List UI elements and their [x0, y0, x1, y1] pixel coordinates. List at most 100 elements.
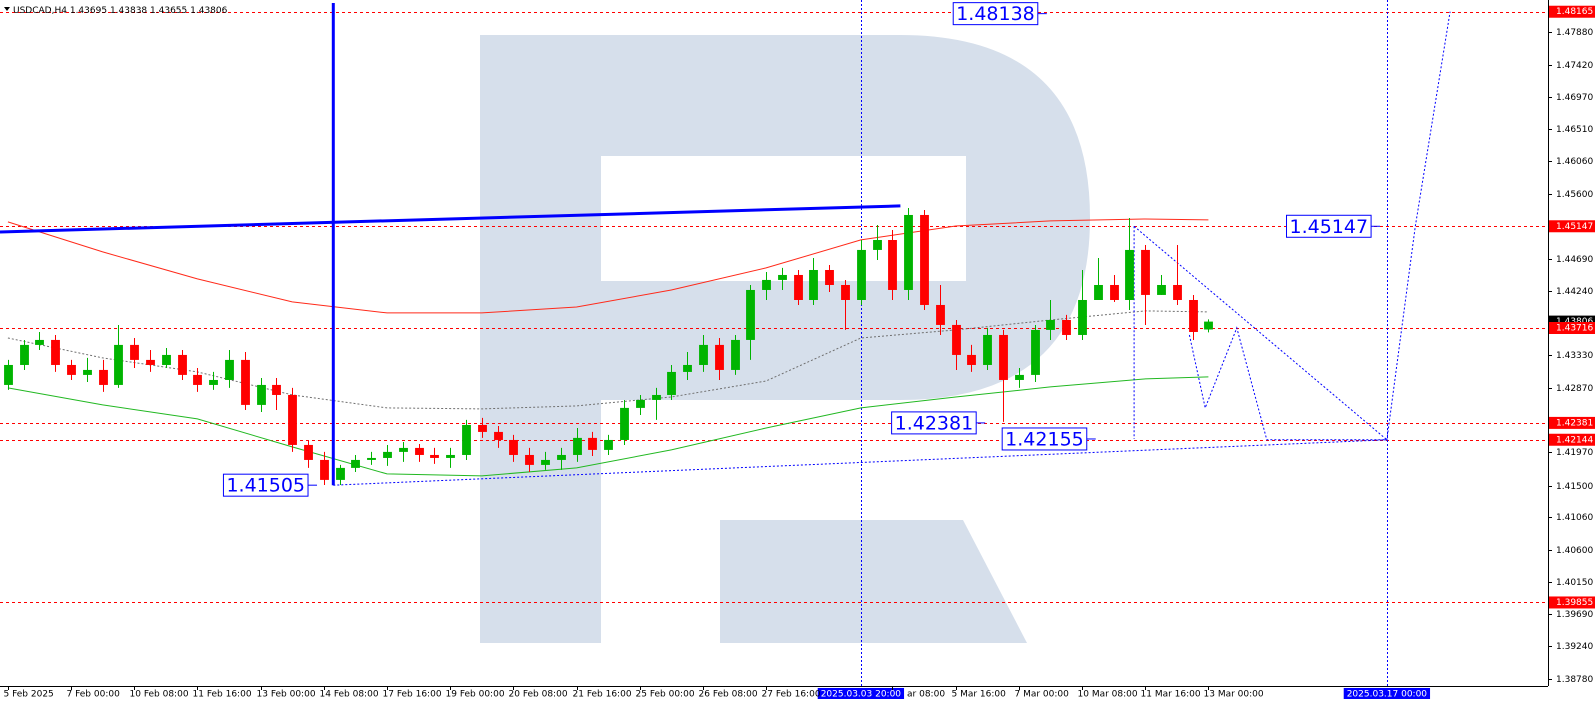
level-label: 1.42144	[1556, 435, 1593, 445]
x-tick-label: 20 Feb 08:00	[509, 690, 568, 700]
candle-body	[794, 274, 803, 300]
candle-body	[1141, 249, 1150, 295]
y-tick-label: 1.41970	[1556, 448, 1593, 458]
x-tick-label: 7 Feb 00:00	[67, 690, 121, 700]
line-dotted	[1133, 225, 1388, 441]
candle-body	[588, 437, 597, 450]
candle-body	[446, 454, 455, 458]
annotation-box	[952, 2, 1039, 26]
candle-body	[541, 459, 550, 465]
candle-body	[1204, 321, 1213, 330]
candle-body	[1046, 319, 1055, 330]
candle-body	[620, 407, 629, 440]
header-text: USDCAD,H4 1.43695 1.43838 1.43655 1.4380…	[13, 6, 228, 16]
x-tick-label: 7 Mar 00:00	[1015, 690, 1070, 700]
candle-body	[604, 439, 613, 450]
line-solid	[7, 376, 1209, 477]
candle-body	[999, 334, 1008, 380]
watermark-stem	[480, 35, 601, 643]
symbol: USDCAD,H4	[13, 6, 67, 16]
candle-body	[494, 431, 503, 440]
candle-body	[383, 451, 392, 458]
line-solid	[7, 218, 1209, 314]
candle-body	[573, 437, 582, 455]
candle-body	[762, 279, 771, 290]
y-tick-label: 1.41060	[1556, 513, 1593, 523]
x-tick-label: 26 Feb 08:00	[699, 690, 758, 700]
line-dotted	[1188, 11, 1451, 441]
level-label: 1.39855	[1556, 598, 1593, 608]
candle-body	[778, 274, 787, 280]
y-tick-label: 1.44690	[1556, 255, 1593, 265]
candle-body	[83, 369, 92, 375]
candle-body	[241, 359, 250, 405]
candle-body	[1110, 284, 1119, 300]
y-tick-label: 1.47880	[1556, 28, 1593, 38]
level-label: 1.43716	[1556, 324, 1593, 334]
candle-body	[430, 454, 439, 458]
y-tick-label: 1.43330	[1556, 351, 1593, 361]
time-box	[817, 688, 905, 699]
level-box	[1549, 322, 1595, 335]
candle-body	[399, 447, 408, 452]
candle-body	[336, 467, 345, 480]
y-tick-label: 1.47420	[1556, 61, 1593, 71]
candle-body	[304, 444, 313, 460]
candle-body	[1015, 374, 1024, 380]
candle-body	[130, 344, 139, 360]
candle-body	[288, 394, 297, 445]
candle-body	[731, 339, 740, 370]
level-box	[1549, 416, 1595, 429]
candle-body	[1078, 299, 1087, 335]
x-tick-label: 11 Feb 16:00	[193, 690, 252, 700]
y-tick-label: 1.40600	[1556, 546, 1593, 556]
candle-body	[415, 447, 424, 455]
x-tick-label: 27 Feb 16:00	[762, 690, 821, 700]
level-box	[1549, 220, 1595, 233]
x-tick-label: 11 Mar 16:00	[1141, 690, 1201, 700]
line-thick	[0, 204, 901, 234]
candle-body	[257, 384, 266, 405]
candle-body	[936, 304, 945, 325]
candle-body	[952, 324, 961, 355]
close: 1.43806	[190, 6, 227, 16]
y-tick-label: 1.44240	[1556, 287, 1593, 297]
y-tick-label: 1.39240	[1556, 642, 1593, 652]
y-tick-label: 1.38780	[1556, 675, 1593, 685]
candle-body	[178, 354, 187, 375]
candle-body	[462, 424, 471, 455]
time-box-label: 2025.03.17 00:00	[1347, 690, 1428, 700]
watermark	[480, 35, 1090, 643]
candle-body	[209, 379, 218, 385]
candle-body	[1094, 284, 1103, 300]
level-box	[1549, 596, 1595, 609]
candle-body	[825, 269, 834, 285]
watermark-bowl	[601, 35, 1090, 400]
y-tick-label: 1.42870	[1556, 384, 1593, 394]
low: 1.43655	[150, 6, 187, 16]
open: 1.43695	[70, 6, 107, 16]
y-tick-label: 1.40150	[1556, 578, 1593, 588]
candle-body	[1062, 319, 1071, 335]
y-tick-label: 1.39690	[1556, 610, 1593, 620]
candle-body	[636, 399, 645, 408]
candle-body	[715, 344, 724, 370]
high: 1.43838	[110, 6, 147, 16]
time-box-label: 2025.03.03 20:00	[821, 690, 902, 700]
header: USDCAD,H4 1.43695 1.43838 1.43655 1.4380…	[4, 6, 228, 16]
candle-body	[114, 344, 123, 385]
candle-body	[683, 364, 692, 372]
level-label: 1.42381	[1556, 418, 1593, 428]
candle-body	[746, 289, 755, 340]
y-tick-label: 1.45600	[1556, 190, 1593, 200]
candle-body	[509, 439, 518, 455]
candle-body	[920, 214, 929, 305]
x-tick-label: 25 Feb 00:00	[636, 690, 695, 700]
x-tick-label: 21 Feb 16:00	[573, 690, 632, 700]
level-box	[1549, 5, 1595, 18]
candle-body	[193, 374, 202, 385]
candle-body	[699, 344, 708, 365]
axes: 1.47880 1.47420 1.46970 1.46510 1.46060 1.456…	[4, 5, 1595, 700]
menu-icon[interactable]	[4, 7, 10, 11]
